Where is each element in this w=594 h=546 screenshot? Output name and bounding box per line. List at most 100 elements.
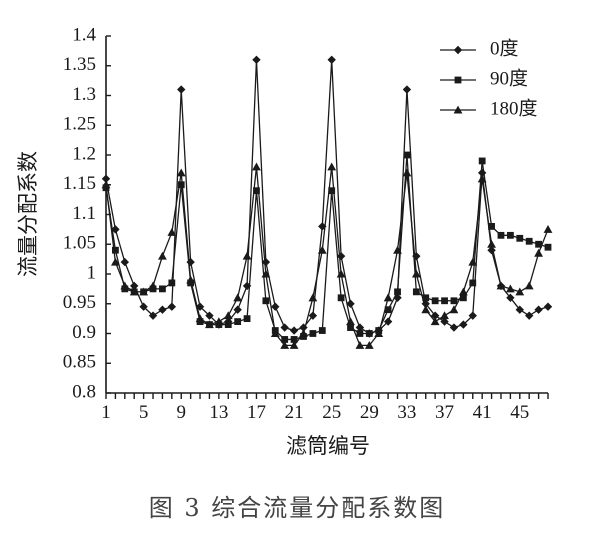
series-90-point bbox=[168, 279, 176, 287]
series-90-point bbox=[450, 297, 458, 305]
y-tick-label: 1.4 bbox=[72, 24, 96, 45]
series-90-point bbox=[478, 157, 486, 165]
series-180-point bbox=[505, 284, 515, 293]
y-tick-label: 1.2 bbox=[72, 143, 96, 164]
x-tick-label: 33 bbox=[397, 402, 416, 423]
series-90-point bbox=[112, 246, 119, 254]
line-chart: 0.8 0.85 0.9 0.95 1 1.05 1.1 1.15 1.2 1.25 1.3 1.35… bbox=[16, 24, 553, 458]
y-tick-label: 0.8 bbox=[72, 381, 96, 402]
series-0-point bbox=[252, 55, 261, 64]
series-0-point bbox=[130, 281, 139, 291]
series-180-point bbox=[487, 239, 496, 248]
series-0-point bbox=[383, 317, 393, 326]
series-90-point bbox=[441, 297, 448, 305]
axes: 0.8 0.85 0.9 0.95 1 1.05 1.1 1.15 1.2 1.25 1.3 1.35… bbox=[63, 24, 549, 423]
x-tick-label: 1 bbox=[101, 402, 111, 423]
series-180-point bbox=[317, 245, 327, 254]
series-90-point bbox=[535, 240, 542, 248]
series-0-point bbox=[430, 311, 440, 320]
legend-marker bbox=[453, 45, 463, 55]
series-0-point bbox=[355, 323, 365, 332]
series-0-point bbox=[148, 311, 158, 320]
series-90-point bbox=[177, 181, 185, 189]
series-180-point bbox=[167, 227, 177, 236]
series-180-point bbox=[346, 317, 355, 326]
legend-marker bbox=[454, 76, 462, 84]
series-0-point bbox=[205, 311, 214, 320]
x-tick-label: 13 bbox=[209, 402, 228, 423]
series-90-point bbox=[224, 321, 232, 328]
series-0-point bbox=[449, 323, 459, 332]
series-180-point bbox=[176, 168, 186, 177]
series-90-point bbox=[422, 294, 430, 302]
series-180-point bbox=[327, 162, 337, 171]
x-tick-label: 21 bbox=[285, 402, 304, 423]
series-180-point bbox=[270, 329, 280, 338]
y-tick-label: 0.9 bbox=[72, 322, 96, 343]
series-0-point bbox=[111, 225, 120, 234]
series-180-point bbox=[402, 168, 412, 177]
series-180-point bbox=[458, 287, 468, 296]
series-90-point bbox=[234, 318, 242, 325]
series-180-point bbox=[280, 341, 290, 349]
legend-label: 180度 bbox=[490, 97, 538, 119]
legend-entry-series-0: 0度 bbox=[440, 37, 519, 59]
series-0-point bbox=[120, 257, 130, 267]
series-0-point bbox=[506, 293, 515, 302]
series-180-point bbox=[158, 251, 167, 260]
series-0-point bbox=[543, 302, 553, 311]
series-90-point bbox=[497, 231, 505, 239]
series-180-point bbox=[430, 317, 440, 326]
x-tick-label: 41 bbox=[473, 402, 492, 423]
y-tick-label: 1.1 bbox=[72, 203, 96, 224]
y-tick-label: 1.35 bbox=[63, 54, 96, 75]
x-axis-title: 滤筒编号 bbox=[286, 434, 370, 458]
y-tick-label: 1.3 bbox=[72, 84, 96, 105]
series-90-point bbox=[253, 187, 260, 195]
series-180-point bbox=[111, 257, 120, 266]
series-180-point bbox=[139, 287, 149, 296]
x-tick-label: 9 bbox=[176, 402, 186, 423]
series-180-point bbox=[261, 269, 271, 278]
x-tick-label: 25 bbox=[322, 402, 341, 423]
series-180-point bbox=[299, 329, 308, 338]
series-90-point bbox=[243, 315, 251, 323]
series-180-line bbox=[105, 166, 549, 347]
series-90-point bbox=[290, 336, 298, 343]
series-90-point bbox=[337, 294, 345, 302]
series-0-point bbox=[534, 305, 543, 314]
series-180-point bbox=[233, 293, 243, 302]
series-0-point bbox=[515, 305, 524, 314]
series-180-point bbox=[374, 329, 384, 338]
series-180-point bbox=[129, 287, 139, 296]
series-180-point bbox=[449, 305, 459, 314]
series-90-point bbox=[281, 336, 289, 343]
series-0-point bbox=[280, 323, 289, 332]
y-tick-label: 0.95 bbox=[63, 292, 96, 313]
series-0-point bbox=[308, 311, 318, 320]
series-90-point bbox=[403, 151, 411, 159]
series-180-point bbox=[101, 180, 111, 189]
series-90-point bbox=[469, 279, 477, 287]
series-0-point bbox=[459, 320, 468, 329]
series-180-point bbox=[515, 287, 525, 296]
series-180-point bbox=[524, 281, 534, 290]
series-90-point bbox=[412, 288, 420, 296]
series-180-point bbox=[421, 305, 431, 314]
y-tick-label: 1.15 bbox=[63, 173, 96, 194]
series-180-point bbox=[364, 341, 374, 349]
series-90-point bbox=[431, 297, 439, 305]
y-tick-label: 1.25 bbox=[63, 114, 96, 135]
legend-entry-series-180: 180度 bbox=[440, 97, 538, 119]
series-0-point bbox=[289, 326, 299, 335]
series-180-point bbox=[223, 311, 233, 320]
figure-caption: 图 3 综合流量分配系数图 bbox=[148, 494, 446, 522]
series-0-point bbox=[177, 85, 186, 94]
x-tick-label: 17 bbox=[247, 402, 266, 423]
series-layer bbox=[101, 55, 553, 349]
series-90-point bbox=[506, 231, 514, 239]
series-0-point bbox=[402, 85, 412, 94]
x-tick-label: 45 bbox=[510, 402, 529, 423]
series-90-point bbox=[488, 223, 495, 230]
